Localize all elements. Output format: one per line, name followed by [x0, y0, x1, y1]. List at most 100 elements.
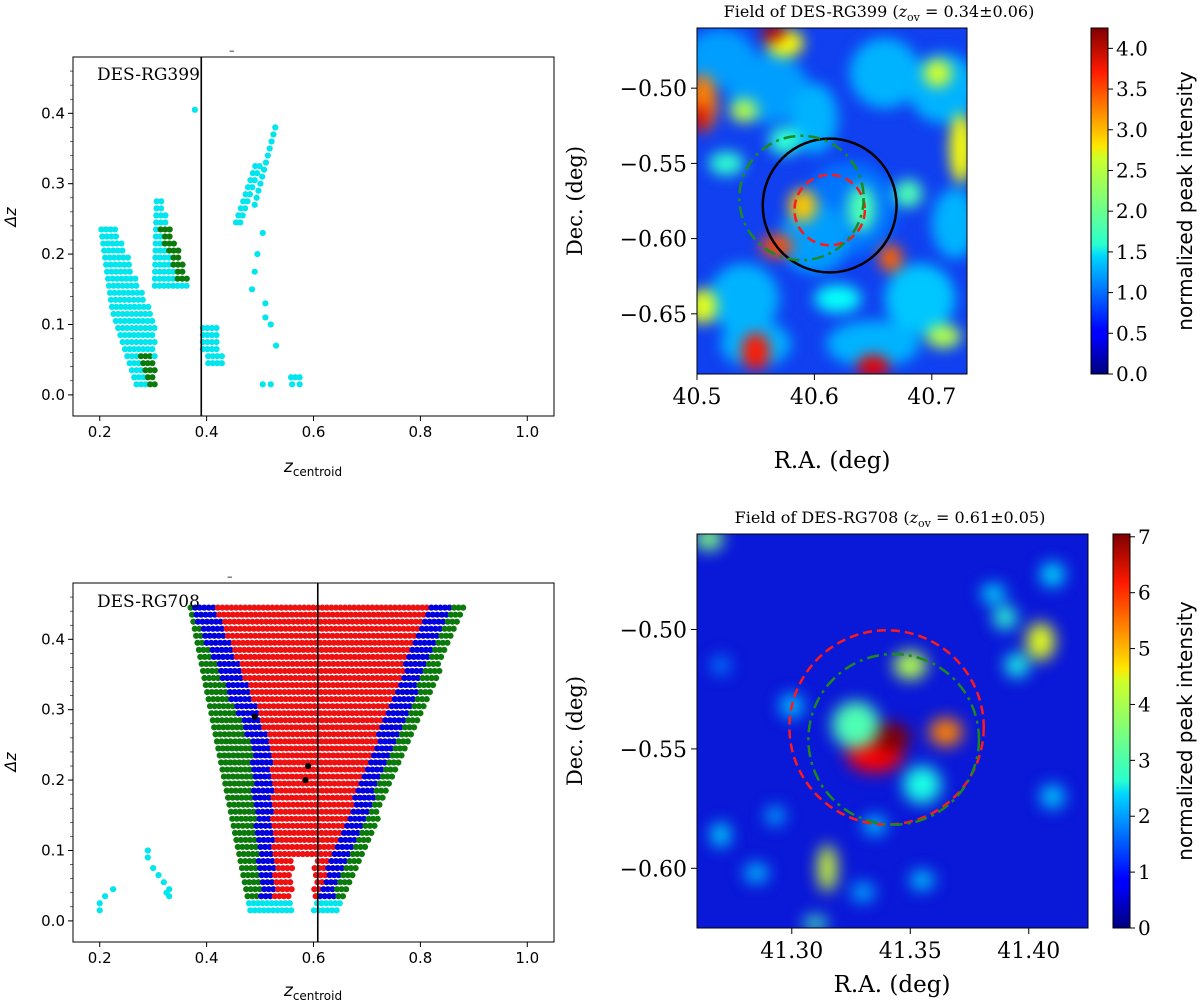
- data-point-blue: [259, 787, 267, 794]
- data-point-red: [248, 681, 255, 689]
- data-point-blue: [345, 829, 352, 836]
- data-point-red: [283, 815, 290, 822]
- data-point-red: [335, 801, 342, 808]
- data-point-red: [395, 646, 402, 653]
- data-point-green: [256, 886, 263, 893]
- data-point-red: [341, 787, 348, 794]
- data-point-red: [374, 632, 381, 639]
- data-point-red: [278, 836, 285, 844]
- data-point-blue: [407, 681, 414, 689]
- data-point-blue: [233, 674, 240, 682]
- data-point-red: [393, 681, 400, 689]
- data-point-red: [332, 625, 339, 632]
- data-point-cyan: [142, 324, 149, 332]
- data-point-cyan: [259, 900, 266, 907]
- data-point-green: [207, 660, 214, 668]
- data-point-blue: [340, 829, 348, 836]
- data-point-red: [324, 815, 331, 822]
- data-point-blue: [426, 639, 433, 646]
- data-point-red: [272, 618, 279, 625]
- data-point-green: [218, 738, 225, 745]
- data-point-green: [395, 738, 402, 745]
- data-point-green: [161, 240, 168, 247]
- data-point-red: [319, 836, 326, 844]
- data-point-red: [323, 787, 330, 794]
- data-point-red: [347, 653, 354, 661]
- data-point-blue: [388, 724, 395, 731]
- data-point-blue: [241, 696, 249, 703]
- data-point-red: [319, 696, 326, 703]
- data-point-red: [261, 724, 268, 731]
- data-point-blue: [329, 864, 336, 872]
- data-point-red: [405, 625, 412, 632]
- data-point-cyan: [162, 219, 169, 226]
- data-point-red: [304, 689, 311, 696]
- data-point-red: [378, 696, 385, 703]
- data-point-red: [393, 611, 400, 618]
- data-point-red: [258, 689, 265, 696]
- data-point-cyan: [136, 303, 143, 310]
- data-point-green: [221, 731, 228, 738]
- data-point-red: [300, 717, 307, 724]
- data-point-blue: [249, 759, 257, 766]
- data-point-green: [213, 667, 220, 675]
- data-point-blue: [374, 745, 381, 752]
- intensity-blob: [851, 882, 875, 902]
- data-point-red: [325, 611, 332, 618]
- data-point-blue: [407, 660, 414, 668]
- data-point-blue: [217, 639, 224, 646]
- intensity-blob: [744, 863, 769, 883]
- data-point-cyan: [98, 226, 105, 233]
- data-point-red: [338, 773, 346, 780]
- intensity-blob: [1005, 653, 1029, 678]
- data-point-red: [301, 836, 308, 844]
- data-point-cyan: [128, 324, 135, 332]
- data-point-cyan: [208, 338, 216, 346]
- data-point-red: [389, 681, 396, 689]
- data-point-red: [286, 717, 294, 724]
- data-point-cyan: [296, 374, 303, 381]
- data-point-red: [351, 653, 358, 661]
- data-point-cyan: [204, 331, 211, 339]
- data-point-cyan: [109, 240, 116, 247]
- data-point-blue: [253, 752, 260, 759]
- data-point-green: [242, 857, 249, 865]
- data-point-red: [317, 639, 324, 646]
- data-point-red: [348, 681, 355, 689]
- data-point-blue: [207, 611, 214, 618]
- data-point-cyan: [115, 282, 122, 289]
- data-point-red: [296, 696, 303, 703]
- data-point-red: [340, 689, 347, 696]
- data-point-red: [271, 731, 278, 738]
- circle-black-solid: [761, 137, 898, 274]
- data-point-red: [269, 653, 277, 661]
- colorbar-tick-label: 3: [1138, 748, 1151, 772]
- data-point-blue: [228, 696, 235, 703]
- data-point-red: [389, 660, 396, 668]
- data-point-red: [306, 632, 313, 639]
- data-point-red: [254, 646, 262, 653]
- data-point-red: [277, 667, 284, 675]
- data-point-red: [350, 738, 357, 745]
- data-point-cyan: [146, 338, 154, 346]
- data-point-red: [325, 703, 332, 710]
- data-point-blue: [260, 745, 267, 752]
- data-point-green: [422, 689, 429, 696]
- data-point-green: [216, 752, 223, 759]
- data-point-blue: [262, 822, 269, 829]
- data-point-red: [352, 773, 359, 780]
- intensity-blob: [894, 179, 923, 208]
- data-point-cyan: [115, 254, 122, 261]
- data-point-green: [242, 815, 249, 822]
- data-point-red: [304, 850, 311, 858]
- data-point-red: [373, 696, 380, 703]
- data-point-red: [382, 625, 389, 632]
- data-point-red: [311, 773, 318, 780]
- data-point-red: [310, 604, 317, 611]
- data-point-cyan: [165, 282, 172, 289]
- data-point-red: [409, 625, 416, 632]
- data-point-cyan: [128, 310, 135, 318]
- intensity-blob: [803, 916, 828, 928]
- data-point-red: [281, 667, 288, 675]
- data-point-green: [236, 829, 243, 836]
